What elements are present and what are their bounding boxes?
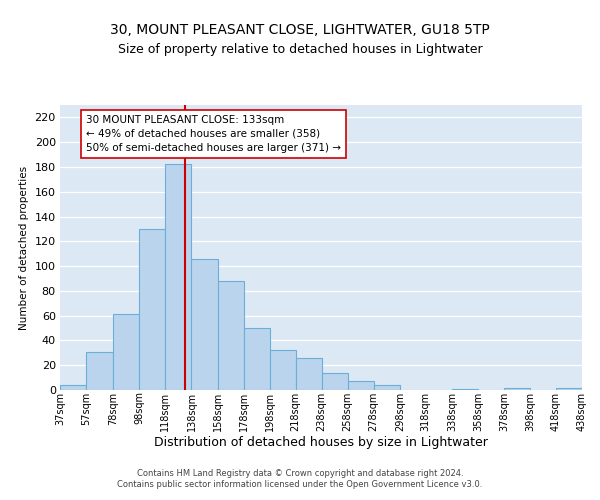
Bar [556,388,582,390]
Bar [374,385,400,390]
Bar [452,389,478,390]
Y-axis label: Number of detached properties: Number of detached properties [19,166,29,330]
Bar [218,281,244,390]
Text: Size of property relative to detached houses in Lightwater: Size of property relative to detached ho… [118,42,482,56]
Bar [504,388,530,390]
Text: 30 MOUNT PLEASANT CLOSE: 133sqm
← 49% of detached houses are smaller (358)
50% o: 30 MOUNT PLEASANT CLOSE: 133sqm ← 49% of… [86,115,341,153]
Bar [113,314,139,390]
Bar [139,229,166,390]
Bar [166,164,191,390]
Text: Contains public sector information licensed under the Open Government Licence v3: Contains public sector information licen… [118,480,482,489]
Bar [296,358,322,390]
X-axis label: Distribution of detached houses by size in Lightwater: Distribution of detached houses by size … [154,436,488,450]
Bar [269,350,296,390]
Bar [347,382,374,390]
Bar [191,258,218,390]
Bar [322,372,347,390]
Text: Contains HM Land Registry data © Crown copyright and database right 2024.: Contains HM Land Registry data © Crown c… [137,468,463,477]
Text: 30, MOUNT PLEASANT CLOSE, LIGHTWATER, GU18 5TP: 30, MOUNT PLEASANT CLOSE, LIGHTWATER, GU… [110,22,490,36]
Bar [60,385,86,390]
Bar [86,352,113,390]
Bar [244,328,269,390]
